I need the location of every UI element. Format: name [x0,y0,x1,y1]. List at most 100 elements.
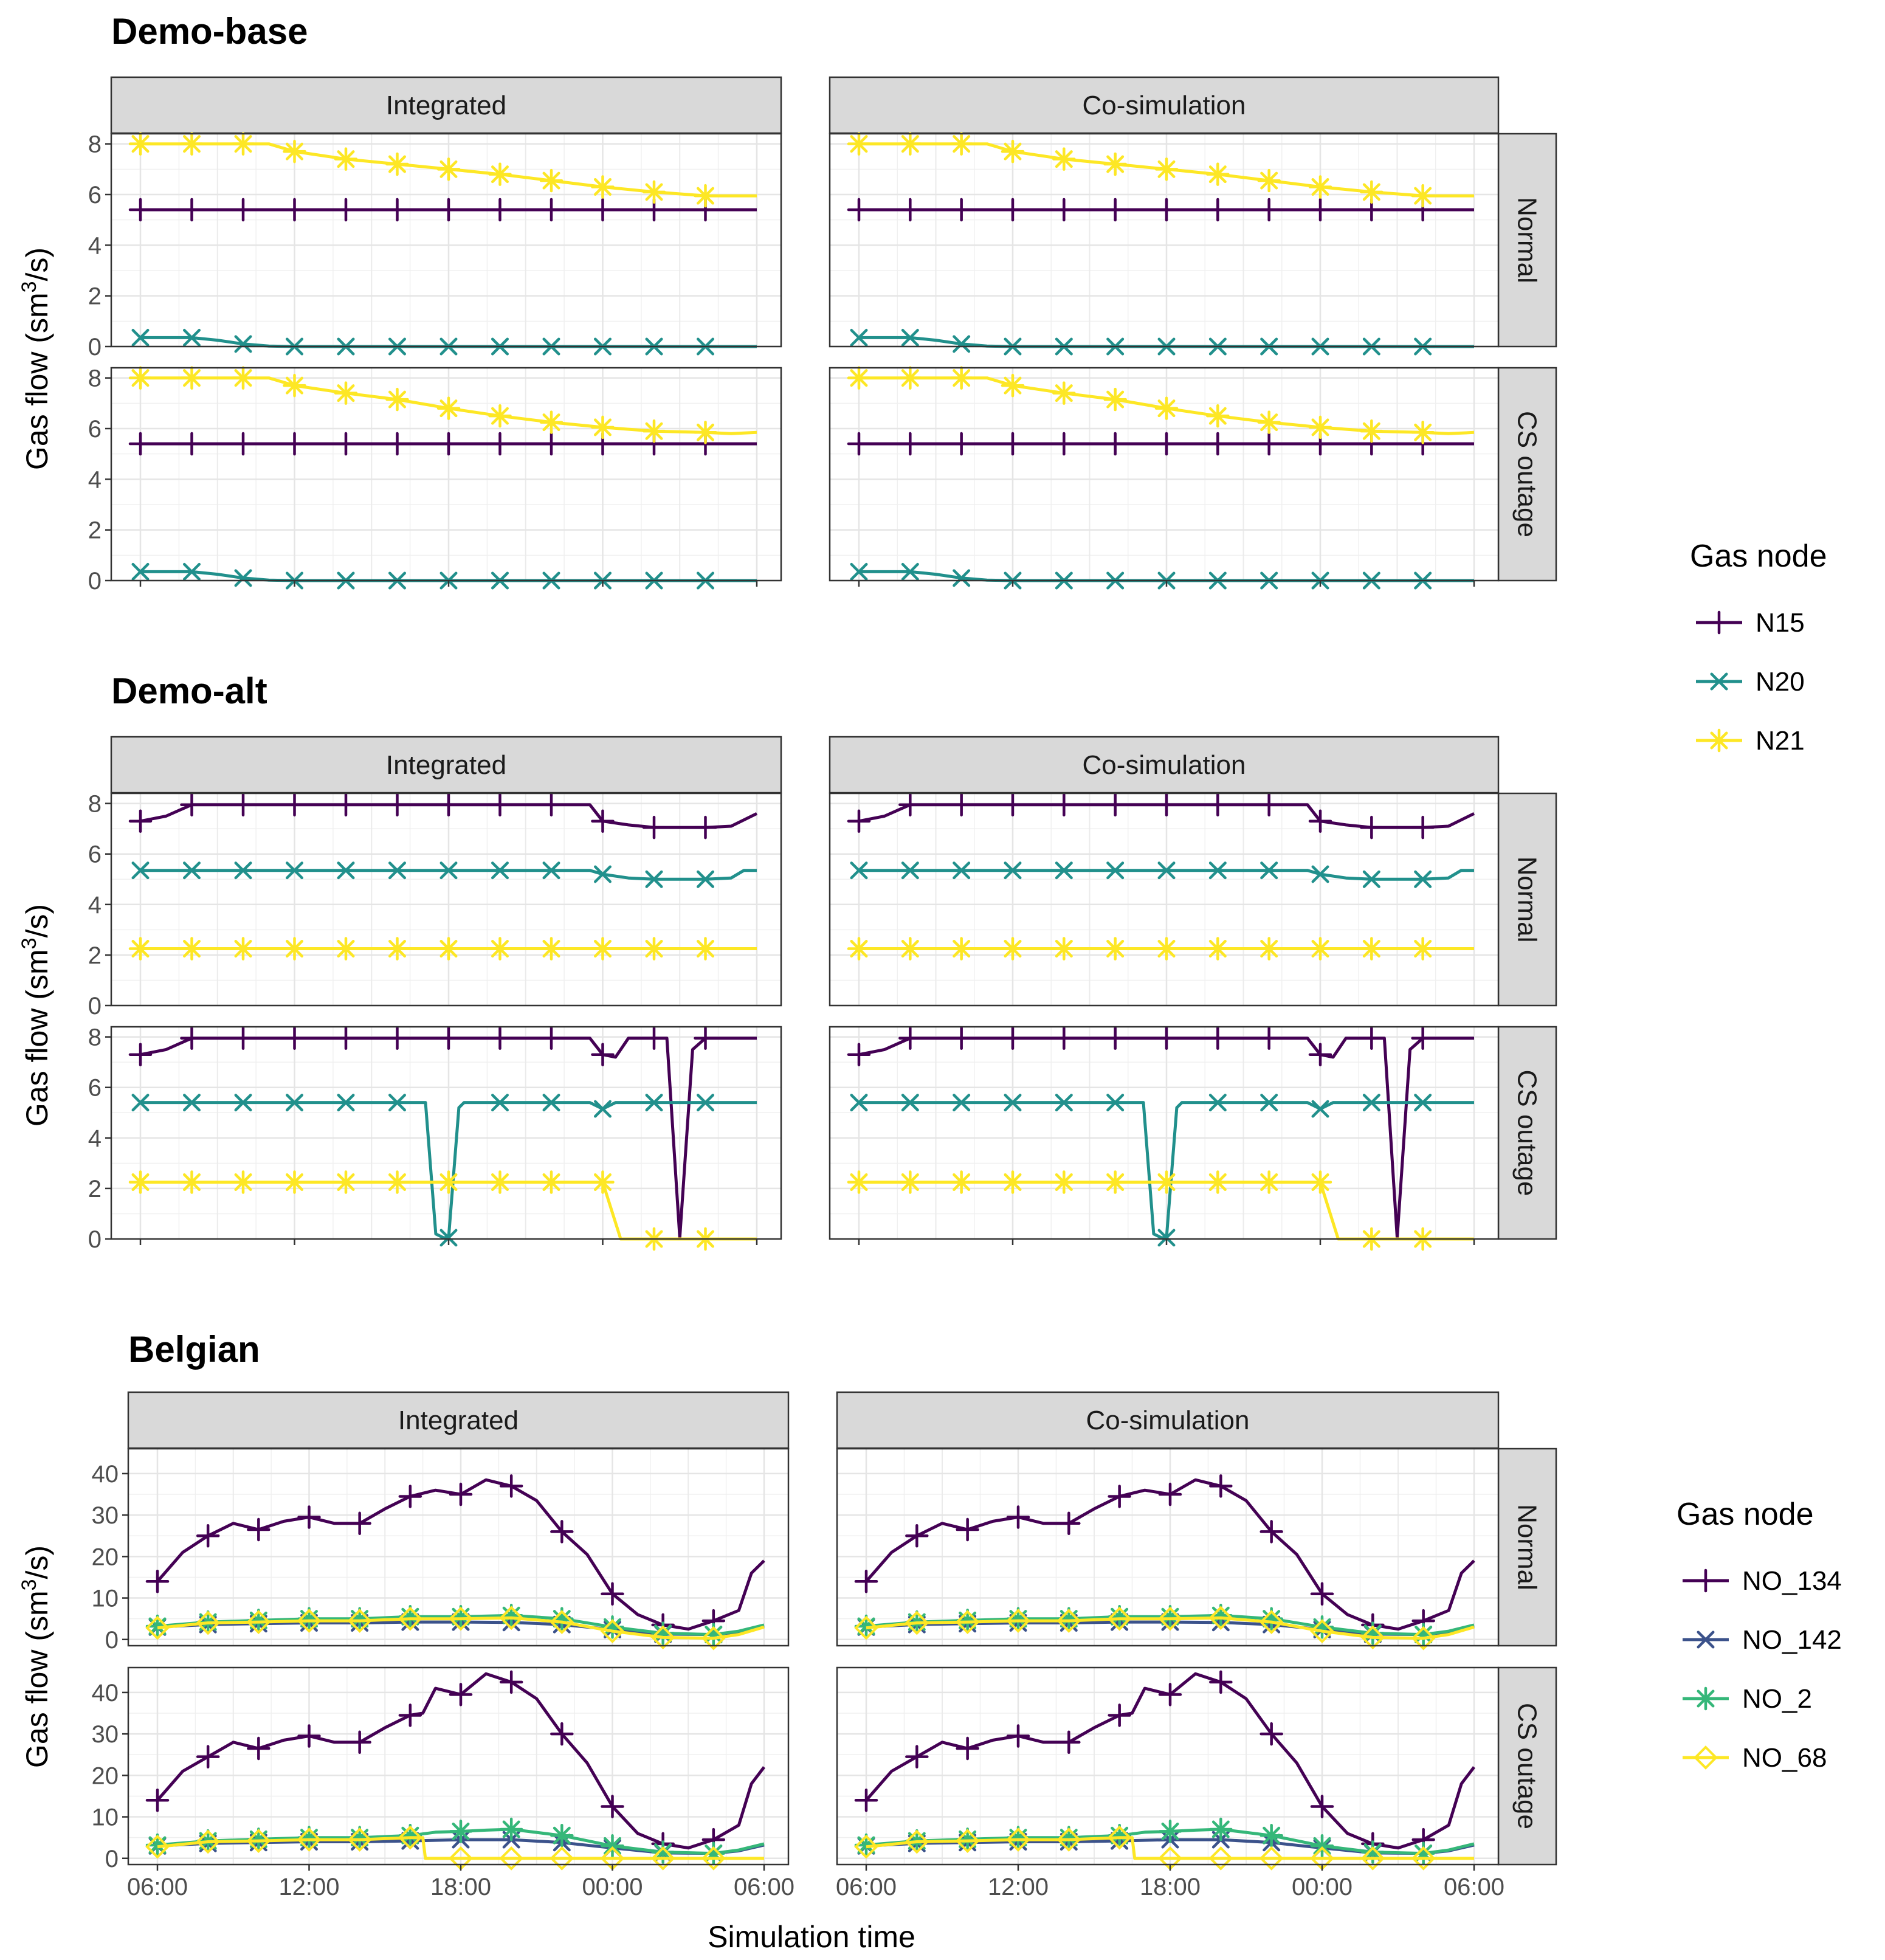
data-point-n15 [334,432,358,456]
data-point-n21-stroke [491,407,509,425]
data-point-no-68 [145,1834,170,1859]
y-tick-label: 2 [88,517,102,544]
data-point-n15 [1154,793,1179,816]
data-point-n21 [642,419,666,443]
y-tick-label: 0 [88,334,102,361]
data-point-no-68-stroke [550,1610,574,1634]
data-point-n15 [128,432,153,456]
data-point-n21-stroke [542,171,560,190]
data-point-n20 [1208,1094,1227,1112]
legend-label: N20 [1756,667,1805,697]
data-point-n21 [334,147,358,171]
y-axis-label-superscript: 3 [18,937,41,949]
y-tick-label: 10 [92,1586,119,1612]
data-point-n21 [539,168,563,193]
data-point-n21 [591,415,615,440]
strip-normal [1497,133,1557,348]
data-point-n15 [334,1026,358,1050]
data-point-n21-stroke [388,940,406,958]
data-point-n21 [283,139,306,164]
data-point-n15 [1257,432,1281,456]
y-tick-label: 30 [92,1502,119,1529]
data-point-no-68 [550,1610,574,1634]
data-point-n21 [694,421,717,444]
data-point-n21 [231,366,255,390]
data-point-n21-stroke [1311,418,1329,437]
data-point-no-68 [1208,1846,1233,1871]
data-point-n20-stroke [1004,1094,1022,1112]
data-point-n20-stroke [1055,1094,1073,1112]
data-point-n21 [1154,396,1179,420]
data-point-n21-stroke [1311,940,1329,958]
data-point-no-68 [854,1834,878,1859]
data-point-n20 [850,562,868,581]
y-axis-label-part: /s) [20,904,54,938]
data-point-no-68-stroke [600,1619,625,1643]
data-point-n20 [131,1094,150,1112]
data-point-n21 [1154,1170,1179,1194]
panel-co-simulation-cs-outage: 06:00 12:00 18:00 00:00 06:00 [836,1666,1504,1900]
data-point-n20-stroke [1208,1094,1227,1112]
data-point-n21-stroke [491,1173,509,1192]
data-point-n15 [1154,1026,1179,1050]
y-axis-label-part: Gas flow (sm [20,1590,54,1768]
data-point-no-68 [1208,1606,1233,1630]
data-point-n20 [1414,870,1432,888]
data-point-n21 [488,404,512,428]
data-point-n20 [1362,870,1380,888]
data-point-n21-stroke [1208,407,1227,425]
data-point-n21-stroke [131,369,150,387]
y-tick-label: 6 [88,841,102,868]
data-point-n20 [1157,1229,1176,1247]
data-point-n21-stroke [183,135,201,153]
data-point-n20-stroke [1414,1094,1432,1112]
legend-label: NO_142 [1742,1625,1842,1655]
data-point-no-68 [449,1606,473,1631]
group-title: Demo-alt [111,671,267,711]
legend-item-n21: N21 [1696,726,1805,756]
facet-group-belgian: Belgian Gas flow (sm3/s) Integrated Co-simu… [18,1329,1557,1900]
data-point-no-68-stroke [398,1825,422,1850]
data-point-n21 [642,937,666,961]
data-point-no-68-stroke [145,1615,170,1640]
data-point-n20-stroke [286,861,303,880]
data-point-n15 [334,793,358,816]
data-point-n21-stroke [1157,399,1176,418]
series-line-no-68 [157,1836,764,1860]
data-point-no-68-stroke [499,1606,523,1630]
data-point-n21-stroke [491,165,509,184]
data-point-n20-stroke [1106,861,1125,880]
data-point-n21 [1308,415,1332,440]
strip-label-normal: Normal [1512,197,1542,283]
data-point-n21 [949,132,973,156]
data-point-n21 [1308,175,1332,199]
data-point-n21-stroke [234,940,252,958]
data-point-n20-stroke [1260,861,1278,880]
data-point-n15 [898,432,922,456]
y-tick-label: 4 [88,892,102,919]
data-point-n21-stroke [439,160,458,178]
data-point-n21-stroke [1362,422,1380,440]
y-tick-label: 20 [92,1762,119,1789]
data-point-n20 [1055,1094,1073,1112]
data-point-n20 [1055,861,1073,880]
data-point-n21 [231,1170,255,1194]
data-point-n15 [949,432,973,456]
data-point-n20 [234,335,252,353]
panel-border [110,1026,782,1240]
data-point-n21-stroke [286,940,303,958]
panel-border [829,1026,1500,1240]
data-point-no-134 [247,1736,271,1761]
data-point-n21 [949,366,973,390]
data-point-n20-stroke [183,328,201,347]
strip-label-co-simulation: Co-simulation [1086,1406,1250,1435]
series-line-no-2 [157,1827,765,1855]
data-point-n21 [1154,157,1179,181]
series-line-n15 [140,1037,757,1240]
data-point-no-134 [956,1736,979,1761]
data-point-n20-stroke [491,1094,509,1112]
legend-item-no-134: NO_134 [1683,1566,1842,1596]
data-point-n21 [1206,1170,1230,1194]
data-point-n21-stroke [953,940,971,958]
data-point-n21-stroke [337,384,355,402]
